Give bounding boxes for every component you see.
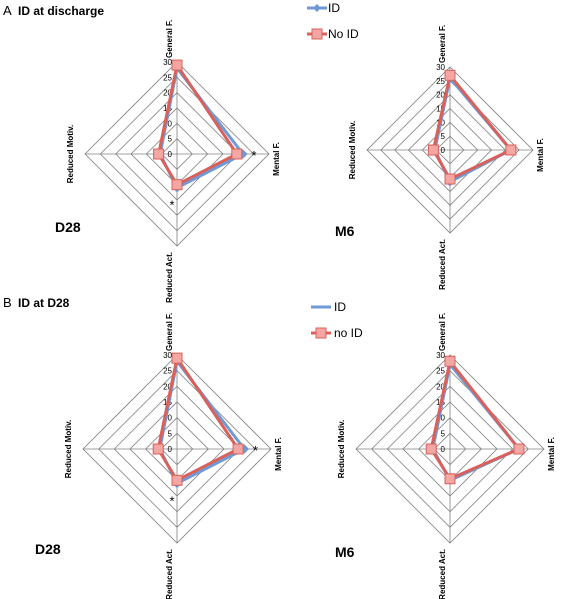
tick-label: 5	[168, 135, 173, 144]
axis-label: Mental F.	[547, 437, 556, 471]
axis-label: Mental F.	[274, 437, 283, 471]
significance-star: *	[169, 198, 174, 213]
tick-label: 25	[163, 367, 172, 376]
tick-label: 20	[163, 382, 172, 391]
axis-label: Reduced Motiv.	[66, 125, 75, 184]
tick-label: 0	[441, 445, 446, 454]
data-point	[505, 144, 517, 156]
legend-b: ID no ID	[311, 300, 363, 340]
tick-label: 20	[436, 91, 445, 100]
tick-label: 30	[163, 58, 172, 67]
legend-a-id-marker	[313, 4, 321, 12]
axis-label: Mental F.	[272, 142, 281, 176]
axis-label: Reduced Motiv.	[348, 121, 357, 180]
tick-label: 5	[441, 429, 446, 438]
legend-b-id-label: ID	[334, 300, 346, 314]
data-point	[513, 443, 525, 455]
panel-a-title: ID at discharge	[18, 4, 104, 18]
tick-label: 10	[163, 119, 172, 128]
axis-label: General F.	[438, 25, 447, 63]
tick-label: 0	[168, 445, 173, 454]
axis-label: Reduced Act.	[165, 252, 174, 303]
tick-label: 20	[163, 89, 172, 98]
significance-star: *	[253, 443, 258, 458]
data-point	[171, 474, 183, 486]
tick-label: 0	[441, 146, 446, 155]
panel-b-title: ID at D28	[18, 296, 70, 310]
data-point	[444, 355, 456, 367]
legend-b-noid-label: no ID	[334, 326, 363, 340]
axis-label: Mental F.	[536, 138, 545, 172]
tick-label: 25	[163, 73, 172, 82]
subpanel-label: M6	[335, 223, 355, 239]
data-point	[444, 173, 456, 185]
legend-a-noid-marker	[311, 28, 323, 40]
tick-label: 20	[436, 382, 445, 391]
tick-label: 25	[436, 367, 445, 376]
panel-a-letter: A	[3, 3, 12, 18]
subpanel-label: M6	[335, 544, 355, 560]
legend-a: ID No ID	[307, 1, 359, 41]
significance-star: *	[169, 493, 174, 508]
data-point	[171, 352, 183, 364]
axis-label: Reduced Act.	[165, 549, 174, 599]
tick-label: 30	[163, 351, 172, 360]
axis-label: Reduced Motiv.	[337, 420, 346, 479]
panel-b-letter: B	[3, 295, 12, 310]
data-point	[171, 179, 183, 191]
panel-a-header: A ID at discharge	[3, 3, 104, 18]
legend-a-noid-label: No ID	[328, 27, 359, 41]
panel-b-header: B ID at D28	[3, 295, 70, 310]
subpanel-label: D28	[35, 541, 61, 557]
tick-label: 5	[441, 132, 446, 141]
tick-label: 15	[436, 105, 445, 114]
data-point	[232, 443, 244, 455]
data-point	[425, 443, 437, 455]
axis-label: General F.	[438, 313, 447, 351]
legend-a-id-label: ID	[328, 1, 340, 15]
axis-label: Reduced Act.	[438, 549, 447, 599]
significance-star: *	[251, 148, 256, 163]
axis-label: Reduced Motiv.	[64, 420, 73, 479]
axis-label: General F.	[165, 313, 174, 351]
data-point	[444, 473, 456, 485]
data-point	[171, 59, 183, 71]
tick-label: 0	[168, 150, 173, 159]
axis-label: General F.	[165, 20, 174, 58]
tick-label: 30	[436, 351, 445, 360]
data-point	[231, 148, 243, 160]
data-point	[153, 148, 165, 160]
tick-label: 25	[436, 77, 445, 86]
tick-label: 30	[436, 63, 445, 72]
legend-b-noid-marker	[315, 327, 327, 339]
data-point	[444, 69, 456, 81]
tick-label: 10	[436, 414, 445, 423]
data-point	[152, 443, 164, 455]
subpanel-label: D28	[55, 219, 81, 235]
tick-label: 10	[163, 414, 172, 423]
data-point	[427, 144, 439, 156]
axis-label: Reduced Act.	[438, 239, 447, 290]
tick-label: 5	[168, 429, 173, 438]
